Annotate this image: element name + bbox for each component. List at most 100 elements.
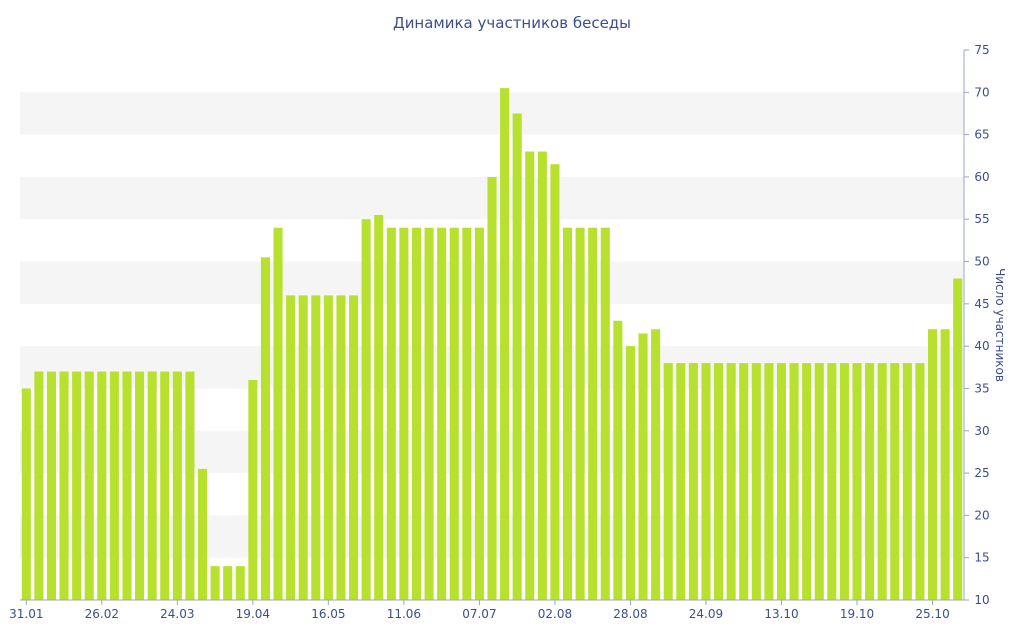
bar	[411, 227, 422, 600]
bar	[160, 371, 170, 600]
bar	[600, 227, 610, 600]
y-tick-label: 55	[974, 212, 989, 226]
bar	[34, 371, 44, 600]
bar	[46, 371, 56, 600]
bar	[625, 346, 635, 600]
bar	[776, 363, 787, 600]
bar	[97, 371, 107, 600]
x-tick-label: 25.10	[915, 607, 949, 621]
bar	[361, 219, 371, 601]
bar	[84, 371, 94, 600]
bar	[562, 227, 573, 600]
bar	[663, 363, 673, 600]
bar	[852, 363, 862, 600]
y-axis-ticks: 10 15 20 25 30 35 40 45 50 55 60 65 70 75	[964, 43, 990, 607]
x-tick-label: 11.06	[387, 607, 421, 621]
bar	[537, 151, 547, 601]
x-tick-label: 24.03	[160, 607, 194, 621]
bar	[474, 227, 484, 600]
bar	[109, 371, 119, 600]
x-tick-label: 16.05	[311, 607, 345, 621]
bar	[550, 164, 560, 601]
bar	[223, 566, 233, 600]
bar	[814, 363, 824, 600]
x-axis-ticks: 31.01 26.02 24.03 19.04 16.05 11.06 07.07 02.08…	[9, 600, 950, 621]
bar	[135, 371, 145, 600]
bar	[122, 371, 132, 600]
bar	[172, 371, 182, 600]
bar	[424, 227, 434, 600]
y-tick-label: 70	[974, 85, 989, 99]
bar	[827, 363, 837, 600]
y-tick-label: 50	[974, 255, 989, 269]
bar	[953, 278, 963, 600]
bar	[764, 363, 774, 600]
bar	[336, 295, 346, 600]
bar	[751, 363, 761, 600]
bar	[688, 363, 698, 600]
bar	[298, 295, 308, 600]
bar	[273, 227, 283, 600]
x-tick-label: 07.07	[462, 607, 496, 621]
y-tick-label: 65	[974, 128, 989, 142]
x-tick-label: 02.08	[538, 607, 572, 621]
bar-series	[21, 88, 963, 601]
bar	[72, 371, 82, 600]
bar	[374, 215, 384, 600]
bar	[323, 295, 333, 600]
bar	[902, 363, 912, 600]
bar	[349, 295, 359, 600]
y-tick-label: 40	[974, 339, 989, 353]
bar	[789, 363, 799, 600]
y-tick-label: 45	[974, 297, 989, 311]
bar	[726, 363, 736, 600]
bar	[399, 227, 409, 600]
bar	[940, 329, 950, 600]
bar	[286, 295, 296, 600]
bar	[197, 468, 208, 600]
x-tick-label: 19.04	[236, 607, 270, 621]
bar	[147, 371, 157, 600]
bar	[613, 320, 623, 600]
x-tick-label: 13.10	[764, 607, 798, 621]
bar	[638, 333, 648, 600]
bar	[575, 227, 585, 600]
y-axis-label: Число участников	[993, 268, 1007, 382]
bar	[235, 566, 245, 600]
bar	[462, 227, 472, 600]
y-tick-label: 60	[974, 170, 989, 184]
bar	[500, 88, 510, 600]
bar	[714, 363, 724, 600]
bar	[487, 176, 497, 601]
y-tick-label: 35	[974, 381, 989, 395]
y-tick-label: 15	[974, 551, 989, 565]
bar	[865, 363, 875, 600]
bar	[676, 363, 686, 600]
bar	[651, 329, 661, 600]
bar	[437, 227, 447, 600]
x-tick-label: 19.10	[840, 607, 874, 621]
bar	[210, 566, 220, 600]
bar	[512, 113, 522, 601]
x-tick-label: 28.08	[613, 607, 647, 621]
x-tick-label: 26.02	[85, 607, 119, 621]
chart-title: Динамика участников беседы	[393, 14, 631, 32]
y-tick-label: 25	[974, 466, 989, 480]
bar	[588, 227, 598, 600]
bar	[802, 363, 812, 600]
y-tick-label: 20	[974, 508, 989, 522]
x-tick-label: 24.09	[689, 607, 723, 621]
bar	[915, 363, 925, 600]
y-tick-label: 75	[974, 43, 989, 57]
bar	[185, 371, 195, 600]
bar	[248, 380, 258, 600]
y-tick-label: 10	[974, 593, 989, 607]
grid-band	[20, 92, 964, 135]
bar	[449, 227, 459, 600]
bar	[877, 363, 887, 600]
bar	[701, 363, 711, 600]
bar	[260, 257, 270, 600]
bar	[525, 151, 535, 601]
bar	[928, 329, 938, 600]
